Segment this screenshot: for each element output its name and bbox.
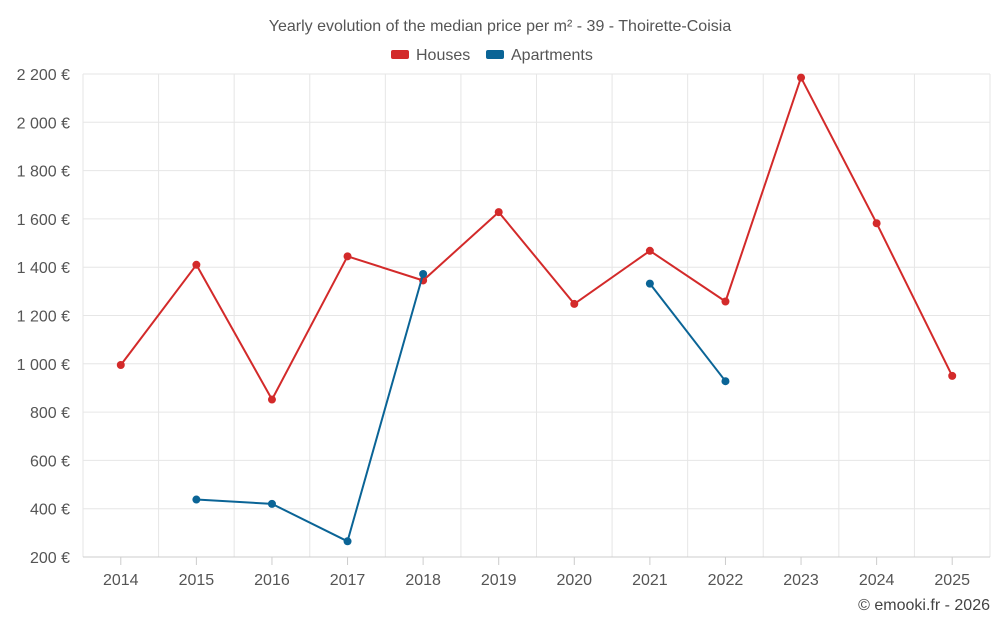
y-tick-label: 1 600 € [17, 212, 70, 229]
data-point-houses[interactable] [797, 73, 806, 82]
series-line-apartments [649, 282, 727, 382]
y-tick-label: 2 000 € [17, 115, 70, 132]
y-tick-label: 1 000 € [17, 357, 70, 374]
grid [82, 73, 991, 558]
data-point-houses[interactable] [872, 219, 881, 228]
x-tick-label: 2020 [556, 572, 592, 589]
y-tick-label: 1 200 € [17, 309, 70, 326]
x-axis: 2014 2015 2016 2017 2018 2019 2020 2021 2022 2023… [83, 556, 990, 589]
data-point-houses[interactable] [494, 208, 503, 217]
x-tick-label: 2022 [708, 572, 744, 589]
data-point-apartments[interactable] [419, 269, 428, 278]
y-tick-label: 400 € [30, 502, 70, 519]
series-line-apartments [196, 273, 425, 543]
legend-swatch-apartments [486, 50, 504, 59]
y-tick-label: 2 200 € [17, 67, 70, 84]
data-point-houses[interactable] [721, 297, 730, 306]
data-point-houses[interactable] [192, 260, 201, 269]
data-point-houses[interactable] [570, 299, 579, 308]
x-tick-label: 2018 [405, 572, 441, 589]
data-point-houses[interactable] [116, 361, 125, 370]
legend-label-apartments: Apartments [511, 47, 593, 64]
x-tick-label: 2015 [179, 572, 215, 589]
x-tick-label: 2016 [254, 572, 290, 589]
x-tick-label: 2023 [783, 572, 819, 589]
data-point-apartments[interactable] [721, 377, 730, 386]
y-tick-label: 800 € [30, 405, 70, 422]
data-point-houses[interactable] [645, 246, 654, 255]
y-tick-label: 1 400 € [17, 260, 70, 277]
legend-label-houses: Houses [416, 47, 470, 64]
data-point-apartments[interactable] [267, 499, 276, 508]
x-tick-label: 2014 [103, 572, 139, 589]
legend: Houses Apartments [391, 47, 593, 64]
y-tick-label: 600 € [30, 453, 70, 470]
chart-credit: © emooki.fr - 2026 [858, 597, 990, 614]
y-axis: 200 € 400 € 600 € 800 € 1 000 € 1 200 € 1 400 … [17, 67, 70, 567]
data-point-houses[interactable] [948, 371, 957, 380]
legend-item-houses[interactable]: Houses [391, 47, 470, 64]
x-tick-label: 2017 [330, 572, 366, 589]
data-point-apartments[interactable] [343, 537, 352, 546]
x-tick-label: 2021 [632, 572, 668, 589]
data-point-houses[interactable] [267, 395, 276, 404]
y-tick-label: 1 800 € [17, 164, 70, 181]
x-tick-label: 2019 [481, 572, 517, 589]
legend-item-apartments[interactable]: Apartments [486, 47, 593, 64]
x-tick-label: 2025 [934, 572, 970, 589]
data-point-apartments[interactable] [192, 495, 201, 504]
data-point-apartments[interactable] [645, 279, 654, 288]
data-point-houses[interactable] [343, 252, 352, 261]
y-tick-label: 200 € [30, 550, 70, 567]
legend-swatch-houses [391, 50, 409, 59]
series-line-houses [120, 76, 954, 401]
chart-title: Yearly evolution of the median price per… [269, 18, 732, 35]
series-layer [116, 73, 957, 546]
x-tick-label: 2024 [859, 572, 895, 589]
